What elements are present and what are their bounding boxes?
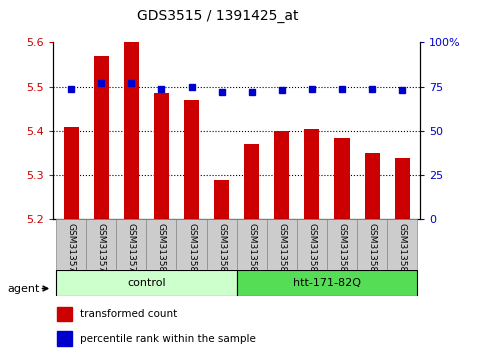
Bar bbox=[94, 56, 109, 219]
Bar bbox=[56, 270, 237, 296]
Text: GSM313583: GSM313583 bbox=[247, 223, 256, 278]
Text: htt-171-82Q: htt-171-82Q bbox=[293, 278, 361, 288]
Bar bbox=[57, 307, 71, 321]
Bar bbox=[214, 180, 229, 219]
Bar bbox=[154, 93, 169, 219]
Text: GSM313580: GSM313580 bbox=[157, 223, 166, 278]
Text: control: control bbox=[127, 278, 166, 288]
Text: percentile rank within the sample: percentile rank within the sample bbox=[80, 334, 256, 344]
Text: transformed count: transformed count bbox=[80, 309, 177, 319]
Text: GSM313581: GSM313581 bbox=[187, 223, 196, 278]
Bar bbox=[387, 219, 417, 271]
Text: GSM313588: GSM313588 bbox=[398, 223, 407, 278]
Bar bbox=[116, 219, 146, 271]
Bar bbox=[297, 219, 327, 271]
Bar bbox=[176, 219, 207, 271]
Text: GSM313578: GSM313578 bbox=[97, 223, 106, 278]
Bar bbox=[207, 219, 237, 271]
Text: GSM313584: GSM313584 bbox=[277, 223, 286, 278]
Text: GSM313586: GSM313586 bbox=[338, 223, 346, 278]
Bar bbox=[237, 270, 417, 296]
Text: GSM313577: GSM313577 bbox=[67, 223, 76, 278]
Bar bbox=[365, 153, 380, 219]
Bar bbox=[146, 219, 176, 271]
Text: GSM313582: GSM313582 bbox=[217, 223, 226, 278]
Bar bbox=[267, 219, 297, 271]
Text: GDS3515 / 1391425_at: GDS3515 / 1391425_at bbox=[137, 9, 298, 23]
Bar bbox=[357, 219, 387, 271]
Text: GSM313585: GSM313585 bbox=[307, 223, 316, 278]
Bar bbox=[86, 219, 116, 271]
Bar bbox=[64, 126, 79, 219]
Bar bbox=[184, 100, 199, 219]
Text: GSM313587: GSM313587 bbox=[368, 223, 377, 278]
Bar bbox=[244, 144, 259, 219]
Bar bbox=[327, 219, 357, 271]
Bar bbox=[57, 331, 71, 346]
Bar bbox=[395, 158, 410, 219]
Bar bbox=[274, 131, 289, 219]
Bar bbox=[334, 138, 350, 219]
Text: agent: agent bbox=[7, 284, 40, 293]
Bar bbox=[124, 42, 139, 219]
Bar bbox=[56, 219, 86, 271]
Text: GSM313579: GSM313579 bbox=[127, 223, 136, 278]
Bar bbox=[304, 129, 319, 219]
Bar bbox=[237, 219, 267, 271]
